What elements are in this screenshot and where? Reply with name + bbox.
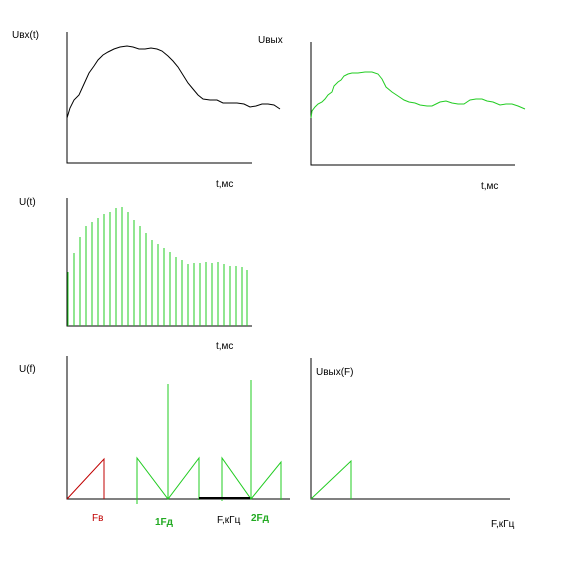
sampled-signal-y-label: U(t) bbox=[19, 197, 36, 208]
sample-pulses bbox=[67, 207, 248, 326]
output-signal-curve bbox=[310, 71, 526, 119]
input-signal-x-label: t,мс bbox=[216, 179, 233, 190]
input-spectrum-axes bbox=[66, 356, 290, 500]
output-spectrum-y-label: Uвых(F) bbox=[316, 367, 354, 378]
output-spectrum-axes bbox=[310, 358, 510, 500]
input-spectrum-y-label: U(f) bbox=[19, 364, 36, 375]
output-spectrum-panel: Uвых(F) F,кГц bbox=[310, 358, 515, 530]
sampled-signal-panel: U(t) t,мс bbox=[19, 197, 252, 352]
input-signal-curve bbox=[66, 45, 281, 119]
input-spectrum-panel: U(f) Fв 1Fд F,кГц 2Fд bbox=[19, 356, 290, 528]
output-signal-axes bbox=[310, 42, 515, 166]
output-signal-y-label: Uвых bbox=[258, 35, 283, 46]
1fd-marker-label: 1Fд bbox=[155, 517, 174, 528]
input-signal-y-label: Uвх(t) bbox=[12, 30, 39, 41]
input-spectrum-x-label: F,кГц bbox=[217, 515, 241, 526]
fv-marker-label: Fв bbox=[92, 513, 103, 524]
output-spectrum-curve bbox=[310, 459, 352, 500]
sampled-signal-x-label: t,мс bbox=[216, 341, 233, 352]
output-spectrum-x-label: F,кГц bbox=[491, 519, 515, 530]
output-signal-x-label: t,мс bbox=[481, 181, 498, 192]
input-signal-axes bbox=[66, 32, 252, 164]
sampled-signal-axes bbox=[66, 198, 252, 327]
baseband-spectrum bbox=[66, 457, 105, 500]
output-signal-panel: Uвых t,мс bbox=[258, 35, 526, 192]
input-signal-panel: Uвх(t) t,мс bbox=[12, 30, 281, 190]
2fd-marker-label: 2Fд bbox=[251, 513, 270, 524]
